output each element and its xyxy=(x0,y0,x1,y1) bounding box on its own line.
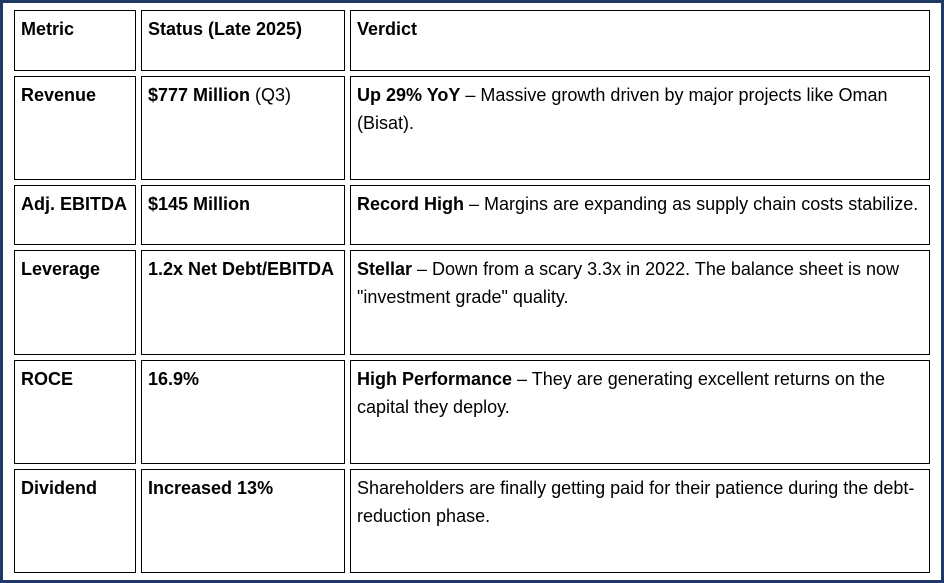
header-cell-metric: Metric xyxy=(14,10,136,71)
verdict-cell: Record High – Margins are expanding as s… xyxy=(350,184,930,246)
status-cell: 16.9% xyxy=(141,359,345,464)
table-row: Dividend Increased 13% Shareholders are … xyxy=(14,468,930,573)
verdict-headline: High Performance xyxy=(357,368,513,389)
status-value: 1.2x Net Debt/EBITDA xyxy=(148,259,335,280)
verdict-cell: Stellar – Down from a scary 3.3x in 2022… xyxy=(350,250,930,355)
status-value: $777 Million xyxy=(148,84,251,105)
metric-cell: ROCE xyxy=(14,359,136,464)
metric-cell: Adj. EBITDA xyxy=(14,184,136,246)
table-row: Leverage 1.2x Net Debt/EBITDA Stellar – … xyxy=(14,250,930,355)
verdict-cell: Shareholders are finally getting paid fo… xyxy=(350,468,930,573)
status-cell: 1.2x Net Debt/EBITDA xyxy=(141,250,345,355)
verdict-headline: Up 29% YoY xyxy=(357,84,461,105)
metric-cell: Dividend xyxy=(14,468,136,573)
verdict-headline: Record High xyxy=(357,193,465,214)
header-cell-status: Status (Late 2025) xyxy=(141,10,345,71)
table-row: Adj. EBITDA $145 Million Record High – M… xyxy=(14,184,930,246)
status-value: Increased 13% xyxy=(148,477,274,498)
status-cell: $777 Million (Q3) xyxy=(141,75,345,180)
header-cell-verdict: Verdict xyxy=(350,10,930,71)
verdict-cell: Up 29% YoY – Massive growth driven by ma… xyxy=(350,75,930,180)
status-note: (Q3) xyxy=(250,84,292,105)
verdict-headline: Stellar xyxy=(357,259,413,280)
metric-label: Adj. EBITDA xyxy=(21,193,127,214)
table-row: ROCE 16.9% High Performance – They are g… xyxy=(14,359,930,464)
metric-label: Leverage xyxy=(21,259,101,280)
verdict-text: – Down from a scary 3.3x in 2022. The ba… xyxy=(357,259,899,308)
verdict-text: – Massive growth driven by major project… xyxy=(357,84,888,133)
metric-cell: Revenue xyxy=(14,75,136,180)
table-row: Revenue $777 Million (Q3) Up 29% YoY – M… xyxy=(14,75,930,180)
financial-metrics-table: Metric Status (Late 2025) Verdict Revenu… xyxy=(9,5,935,578)
table-header-row: Metric Status (Late 2025) Verdict xyxy=(14,10,930,71)
verdict-text: – They are generating excellent returns … xyxy=(357,368,885,417)
status-cell: $145 Million xyxy=(141,184,345,246)
verdict-text: – Margins are expanding as supply chain … xyxy=(464,193,919,214)
metric-cell: Leverage xyxy=(14,250,136,355)
status-cell: Increased 13% xyxy=(141,468,345,573)
status-value: $145 Million xyxy=(148,193,251,214)
verdict-text: Shareholders are finally getting paid fo… xyxy=(357,477,915,526)
verdict-cell: High Performance – They are generating e… xyxy=(350,359,930,464)
status-value: 16.9% xyxy=(148,368,200,389)
metric-label: Revenue xyxy=(21,84,97,105)
metric-label: Dividend xyxy=(21,477,98,498)
metric-label: ROCE xyxy=(21,368,74,389)
